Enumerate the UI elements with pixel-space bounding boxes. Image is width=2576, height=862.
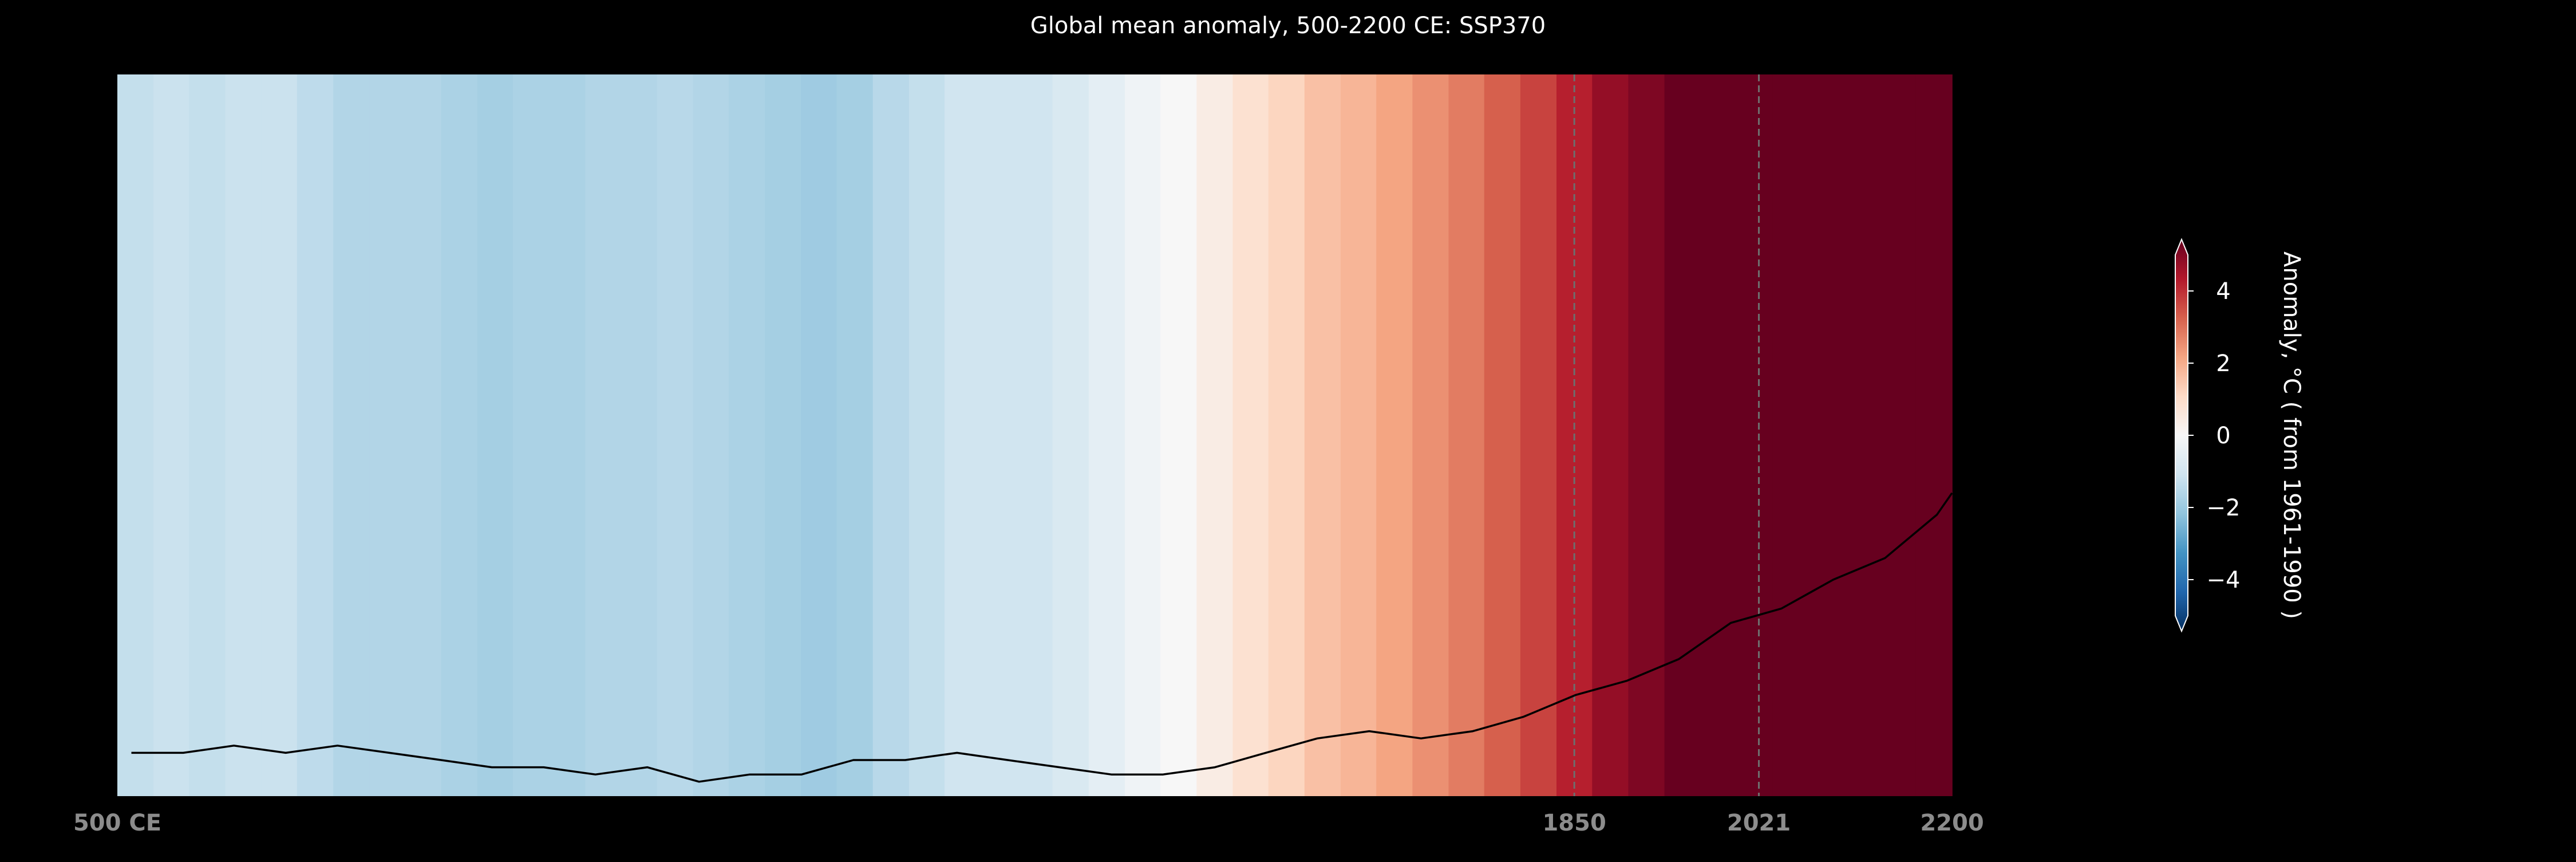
stripe-band (1520, 74, 1557, 796)
stripe-band (1196, 74, 1234, 796)
x-tick-label: 1850 (1542, 810, 1606, 836)
chart-title: Global mean anomaly, 500-2200 CE: SSP370 (1030, 13, 1546, 39)
stripe-band (585, 74, 622, 796)
stripe-band (1268, 74, 1305, 796)
stripe-band (1664, 74, 1701, 796)
stripe-band (297, 74, 334, 796)
stripe-band (1304, 74, 1341, 796)
anomaly-series (131, 492, 1953, 783)
colorbar-label: Anomaly, °C ( from 1961-1990 ) (2278, 251, 2305, 619)
stripe-bands (117, 74, 1953, 796)
stripe-band (621, 74, 658, 796)
colorbar-tick-label: −2 (2207, 495, 2241, 521)
colorbar-ticks: 4 2 0 −2 −4 (2188, 278, 2240, 593)
stripe-band (1844, 74, 1881, 796)
colorbar-tick-label: 0 (2216, 423, 2230, 449)
stripe-band (945, 74, 982, 796)
stripe-band (908, 74, 945, 796)
stripe-band (1700, 74, 1737, 796)
stripe-band (729, 74, 765, 796)
stripe-band (836, 74, 874, 796)
stripe-band (441, 74, 478, 796)
stripe-band (369, 74, 406, 796)
stripe-band (657, 74, 694, 796)
series-line (131, 492, 1953, 783)
x-tick-label: 2021 (1727, 810, 1791, 836)
x-axis-ticks: 500 CE 1850 2021 2200 (73, 810, 1984, 836)
reference-lines (1573, 74, 1760, 796)
x-tick-label: 500 CE (73, 810, 161, 836)
stripe-band (1628, 74, 1665, 796)
colorbar: 4 2 0 −2 −4 Anomaly, °C ( from 1961-1990 ) (2175, 238, 2305, 633)
stripe-band (261, 74, 298, 796)
stripe-band (1017, 74, 1053, 796)
stripe-band (477, 74, 513, 796)
stripe-band (1880, 74, 1917, 796)
stripe-band (1592, 74, 1629, 796)
stripe-band (1412, 74, 1449, 796)
colorbar-tick-label: −4 (2207, 567, 2241, 593)
stripe-band (513, 74, 550, 796)
stripe-band (1376, 74, 1413, 796)
stripe-band (1160, 74, 1198, 796)
stripe-band (405, 74, 442, 796)
stripe-band (1736, 74, 1773, 796)
stripe-band (1341, 74, 1377, 796)
colorbar-tick-label: 4 (2216, 278, 2230, 305)
stripe-band (1232, 74, 1269, 796)
stripe-band (1915, 74, 1953, 796)
colorbar-tick-label: 2 (2216, 351, 2230, 377)
stripe-band (1448, 74, 1485, 796)
stripe-band (1772, 74, 1809, 796)
stripe-band (153, 74, 190, 796)
stripe-band (981, 74, 1018, 796)
stripe-band (765, 74, 802, 796)
stripe-band (1088, 74, 1125, 796)
stripe-band (549, 74, 586, 796)
stripe-band (117, 74, 154, 796)
colorbar-gradient (2175, 238, 2188, 633)
stripe-band (1124, 74, 1161, 796)
stripe-band (1484, 74, 1521, 796)
x-tick-label: 2200 (1920, 810, 1984, 836)
stripe-band (693, 74, 729, 796)
stripe-band (333, 74, 370, 796)
stripe-band (1808, 74, 1845, 796)
stripe-band (801, 74, 837, 796)
stripe-band (872, 74, 910, 796)
stripe-band (1052, 74, 1089, 796)
stripe-band (225, 74, 262, 796)
stripe-band (189, 74, 226, 796)
